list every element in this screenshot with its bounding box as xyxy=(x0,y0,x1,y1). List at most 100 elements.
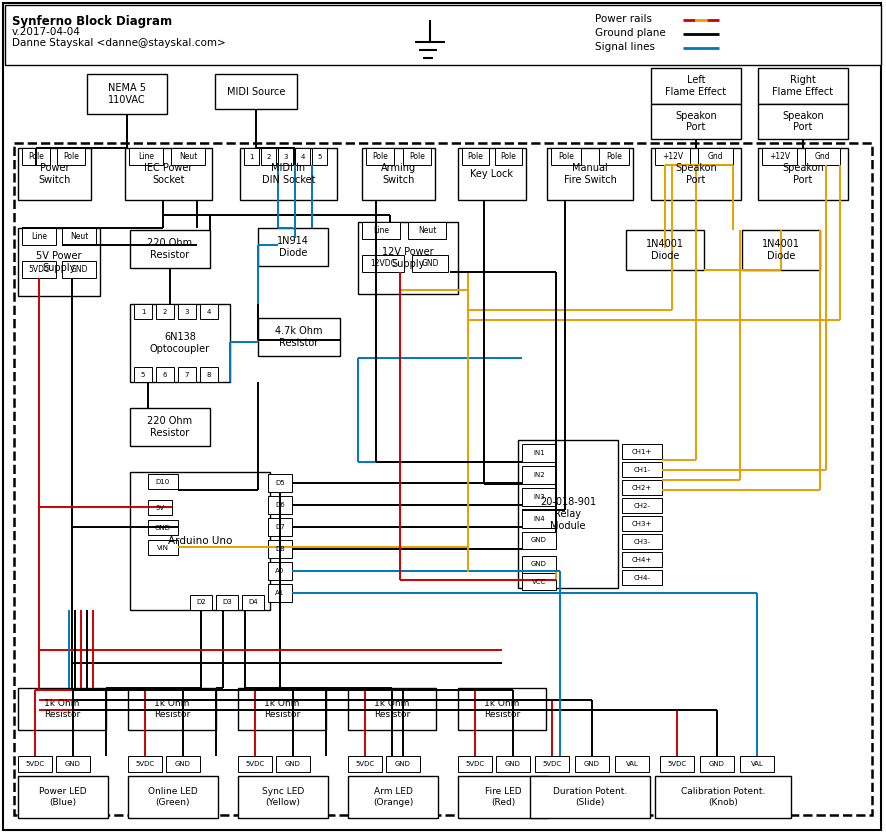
Bar xyxy=(14,143,872,815)
Bar xyxy=(200,367,218,382)
Bar xyxy=(62,228,96,245)
Bar xyxy=(458,148,526,200)
Bar xyxy=(651,148,741,200)
Bar xyxy=(148,500,172,515)
Bar xyxy=(458,776,548,818)
Text: 6N138
Optocoupler: 6N138 Optocoupler xyxy=(150,332,210,354)
Bar xyxy=(655,148,690,165)
Text: D6: D6 xyxy=(276,502,285,508)
Text: 220 Ohm
Resistor: 220 Ohm Resistor xyxy=(147,238,192,260)
Bar xyxy=(622,444,662,459)
Text: VAL: VAL xyxy=(626,761,639,767)
Bar xyxy=(190,595,212,610)
Bar xyxy=(268,540,292,558)
Bar xyxy=(622,498,662,513)
Bar xyxy=(412,255,448,272)
Bar xyxy=(129,148,163,165)
Text: Gnd: Gnd xyxy=(708,152,723,161)
Text: 4.7k Ohm
Resistor: 4.7k Ohm Resistor xyxy=(276,327,323,348)
Text: CH3+: CH3+ xyxy=(632,521,652,526)
Bar xyxy=(238,776,328,818)
Text: Danne Stayskal <danne@stayskal.com>: Danne Stayskal <danne@stayskal.com> xyxy=(12,38,226,48)
Bar xyxy=(268,584,292,602)
Bar xyxy=(522,444,556,462)
Bar xyxy=(742,230,820,270)
Text: GND: GND xyxy=(505,761,521,767)
Text: 5: 5 xyxy=(141,372,145,377)
Bar xyxy=(362,255,404,272)
Text: GND: GND xyxy=(531,561,547,567)
Text: D3: D3 xyxy=(222,600,232,606)
Text: +12V: +12V xyxy=(769,152,790,161)
Text: 12V Power
Supply: 12V Power Supply xyxy=(382,247,434,269)
Bar xyxy=(522,510,556,528)
Bar xyxy=(268,518,292,536)
Bar xyxy=(261,148,276,165)
Text: 4: 4 xyxy=(206,308,211,315)
Text: Speakon
Port: Speakon Port xyxy=(782,163,824,185)
Bar xyxy=(522,573,556,590)
Bar xyxy=(522,466,556,484)
Bar xyxy=(758,148,848,200)
Bar xyxy=(386,756,420,772)
Text: CH1+: CH1+ xyxy=(632,448,652,455)
Text: 5VDC: 5VDC xyxy=(136,761,154,767)
Text: 5VDC: 5VDC xyxy=(26,761,44,767)
Bar xyxy=(362,148,435,200)
Text: MIDI In
DIN Socket: MIDI In DIN Socket xyxy=(261,163,315,185)
Bar xyxy=(362,222,400,239)
Text: 1: 1 xyxy=(141,308,145,315)
Bar xyxy=(62,261,96,278)
Text: 1: 1 xyxy=(249,153,253,159)
Bar xyxy=(56,756,90,772)
Bar xyxy=(408,222,446,239)
Bar xyxy=(518,440,618,588)
Text: 8: 8 xyxy=(206,372,211,377)
Bar xyxy=(134,304,152,319)
Text: Power LED
(Blue): Power LED (Blue) xyxy=(39,787,87,806)
Bar xyxy=(295,148,310,165)
Text: Pole: Pole xyxy=(468,152,484,161)
Bar xyxy=(622,516,662,531)
Bar xyxy=(522,532,556,549)
Text: +12V: +12V xyxy=(662,152,683,161)
Bar xyxy=(698,148,733,165)
Bar xyxy=(366,148,394,165)
Bar xyxy=(22,261,56,278)
Text: CH4-: CH4- xyxy=(633,575,650,581)
Text: Pole: Pole xyxy=(501,152,517,161)
Text: GND: GND xyxy=(285,761,301,767)
Text: Signal lines: Signal lines xyxy=(595,42,655,52)
Text: 1k Ohm
Resistor: 1k Ohm Resistor xyxy=(484,699,520,719)
Bar xyxy=(148,520,178,535)
Text: Line: Line xyxy=(138,152,154,161)
Bar xyxy=(166,756,200,772)
Text: IN3: IN3 xyxy=(533,494,545,500)
Bar xyxy=(5,5,881,65)
Text: Key Lock: Key Lock xyxy=(470,169,514,179)
Bar xyxy=(125,148,212,200)
Bar xyxy=(134,367,152,382)
Bar xyxy=(655,776,791,818)
Bar xyxy=(178,367,196,382)
Text: Arm LED
(Orange): Arm LED (Orange) xyxy=(373,787,413,806)
Bar xyxy=(148,474,178,489)
Text: Ground plane: Ground plane xyxy=(595,28,665,38)
Bar xyxy=(22,148,50,165)
Bar xyxy=(18,776,108,818)
Text: 5VDC: 5VDC xyxy=(28,265,50,274)
Bar xyxy=(551,148,581,165)
Bar xyxy=(18,148,91,200)
Text: D5: D5 xyxy=(276,480,284,486)
Bar xyxy=(547,148,633,200)
Text: Fire LED
(Red): Fire LED (Red) xyxy=(485,787,521,806)
Text: 1N4001
Diode: 1N4001 Diode xyxy=(762,239,800,261)
Text: Calibration Potent.
(Knob): Calibration Potent. (Knob) xyxy=(680,787,766,806)
Text: CH2+: CH2+ xyxy=(632,485,652,491)
Text: Power rails: Power rails xyxy=(595,14,652,24)
Text: NEMA 5
110VAC: NEMA 5 110VAC xyxy=(108,83,146,105)
Text: 5V: 5V xyxy=(155,505,165,511)
Text: Speakon
Port: Speakon Port xyxy=(782,111,824,132)
Text: 5VDC: 5VDC xyxy=(667,761,687,767)
Text: CH1-: CH1- xyxy=(633,466,650,472)
